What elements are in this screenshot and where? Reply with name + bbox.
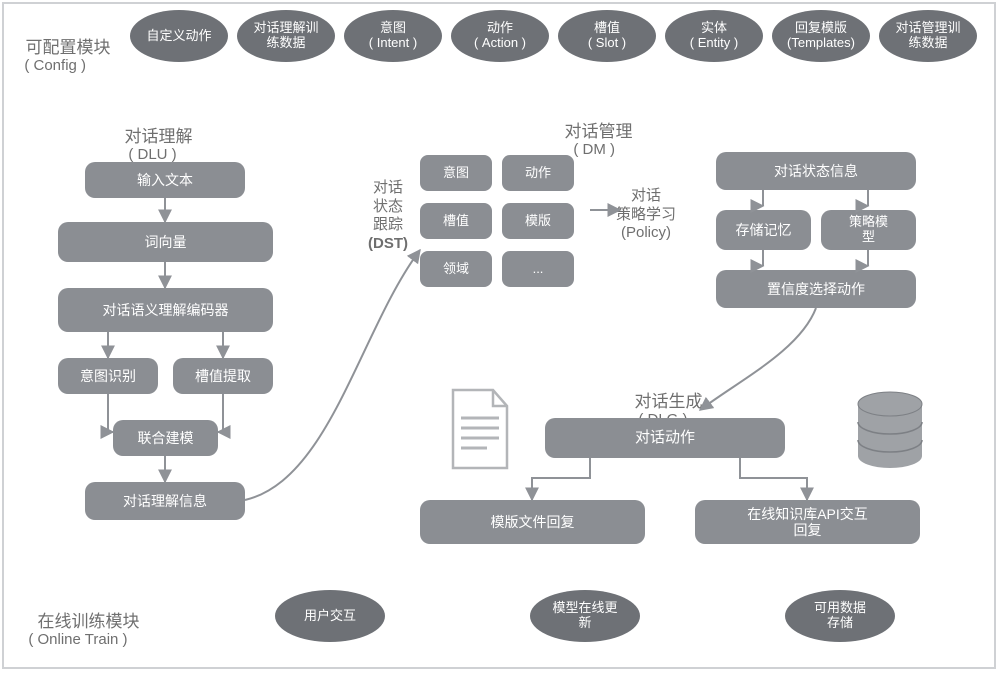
config-oval-0: 自定义动作 <box>130 10 228 62</box>
config-oval-2: 意图 ( Intent ) <box>344 10 442 62</box>
dst-cell-5: ... <box>502 251 574 287</box>
config-oval-7: 对话管理训 练数据 <box>879 10 977 62</box>
policy-select: 置信度选择动作 <box>716 270 916 308</box>
dlu-input: 输入文本 <box>85 162 245 198</box>
connectors <box>0 0 1000 673</box>
dlu-info: 对话理解信息 <box>85 482 245 520</box>
online-oval-2: 可用数据 存储 <box>785 590 895 642</box>
database-icon <box>850 390 930 475</box>
online-title-en: ( Online Train ) <box>20 612 128 650</box>
dlu-joint: 联合建模 <box>113 420 218 456</box>
policy-label: 对话 策略学习 (Policy) <box>616 168 676 243</box>
dst-cell-4: 领域 <box>420 251 492 287</box>
dlu-embed: 词向量 <box>58 222 273 262</box>
policy-model: 策略模 型 <box>821 210 916 250</box>
dlu-title-en: ( DLU ) <box>120 127 177 165</box>
dlu-intent: 意图识别 <box>58 358 158 394</box>
document-icon <box>445 388 515 473</box>
dst-cell-1: 动作 <box>502 155 574 191</box>
config-oval-6: 回复模版 (Templates) <box>772 10 870 62</box>
online-oval-0: 用户交互 <box>275 590 385 642</box>
dlu-slot: 槽值提取 <box>173 358 273 394</box>
online-oval-1: 模型在线更 新 <box>530 590 640 642</box>
frame-border <box>2 2 996 669</box>
dlu-encoder: 对话语义理解编码器 <box>58 288 273 332</box>
dst-cell-0: 意图 <box>420 155 492 191</box>
config-oval-1: 对话理解训 练数据 <box>237 10 335 62</box>
dlg-action: 对话动作 <box>545 418 785 458</box>
dst-cell-3: 模版 <box>502 203 574 239</box>
config-oval-5: 实体 ( Entity ) <box>665 10 763 62</box>
config-oval-3: 动作 ( Action ) <box>451 10 549 62</box>
dlg-api-reply: 在线知识库API交互 回复 <box>695 500 920 544</box>
dst-label: 对话 状态 跟踪 (DST) <box>368 160 408 254</box>
config-title-en: ( Config ) <box>16 38 86 76</box>
dm-title-en: ( DM ) <box>565 122 615 160</box>
policy-memory: 存储记忆 <box>716 210 811 250</box>
dst-cell-2: 槽值 <box>420 203 492 239</box>
config-oval-4: 槽值 ( Slot ) <box>558 10 656 62</box>
policy-state-info: 对话状态信息 <box>716 152 916 190</box>
dlg-template-reply: 模版文件回复 <box>420 500 645 544</box>
